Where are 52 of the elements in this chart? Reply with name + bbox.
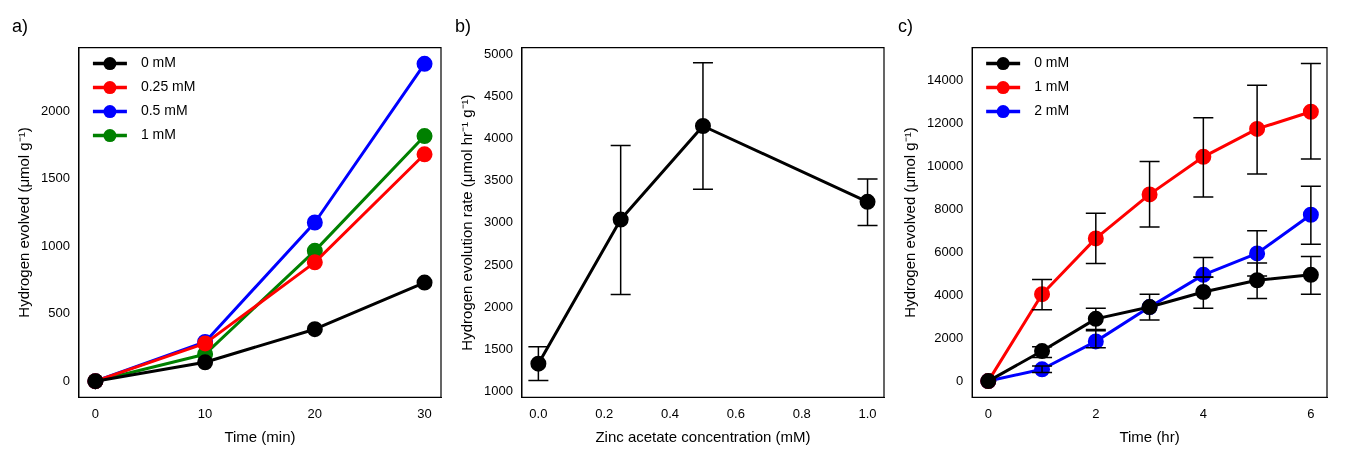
x-axis-title: Time (hr) [1119,428,1180,446]
y-tick-label: 5000 [484,45,513,61]
chart-title: a) [12,15,29,36]
x-tick-label: 0.6 [726,405,745,421]
y-tick-label: 2000 [484,298,513,314]
legend-label: 0 mM [1034,54,1070,71]
x-tick-label: 30 [417,405,432,421]
x-tick-label: 2 [1092,405,1100,421]
y-axis-title: Hydrogen evolved (μmol g⁻¹) [901,127,919,318]
x-tick-label: 0.0 [529,405,548,421]
x-tick-label: 0 [91,405,99,421]
y-tick-label: 3500 [484,172,513,188]
y-tick-label: 2500 [484,256,513,272]
y-tick-label: 3000 [484,214,513,230]
y-axis-title: Hydrogen evolution rate (μmol hr⁻¹ g⁻¹) [458,94,476,351]
legend-label: 1 mM [140,126,176,143]
x-tick-label: 1.0 [858,405,877,421]
chart-title: c) [898,15,913,36]
legend-label: 0.25 mM [140,78,196,95]
x-tick-label: 10 [197,405,213,421]
y-tick-label: 14000 [926,72,964,88]
x-tick-label: 4 [1199,405,1207,421]
x-tick-label: 0.2 [595,405,614,421]
y-tick-label: 12000 [926,115,964,131]
x-axis-title: Time (min) [224,428,296,446]
y-tick-label: 2000 [934,329,964,345]
y-tick-label: 6000 [934,243,964,259]
x-tick-label: 0 [984,405,992,421]
y-tick-label: 4000 [934,286,964,302]
legend-label: 0.5 mM [140,102,188,119]
y-tick-label: 1500 [41,170,70,186]
x-tick-label: 0.4 [661,405,680,421]
x-tick-label: 6 [1307,405,1315,421]
legend-label: 2 mM [1034,102,1070,119]
y-axis-title: Hydrogen evolved (μmol g⁻¹) [15,127,33,318]
y-tick-label: 0 [62,372,70,388]
chart-title: b) [455,15,472,36]
y-tick-label: 8000 [934,200,964,216]
x-axis-title: Zinc acetate concentration (mM) [595,428,811,446]
y-tick-label: 0 [955,372,964,388]
y-tick-label: 500 [48,305,70,321]
y-tick-label: 2000 [41,102,70,118]
x-tick-label: 20 [307,405,323,421]
y-tick-label: 4500 [484,88,513,104]
y-tick-label: 4000 [484,130,513,146]
legend-label: 0 mM [140,54,176,71]
y-tick-label: 1500 [484,340,513,356]
y-tick-label: 10000 [926,158,964,174]
legend-label: 1 mM [1034,78,1070,95]
y-tick-label: 1000 [41,237,70,253]
x-tick-label: 0.8 [792,405,811,421]
y-tick-label: 1000 [484,383,513,399]
